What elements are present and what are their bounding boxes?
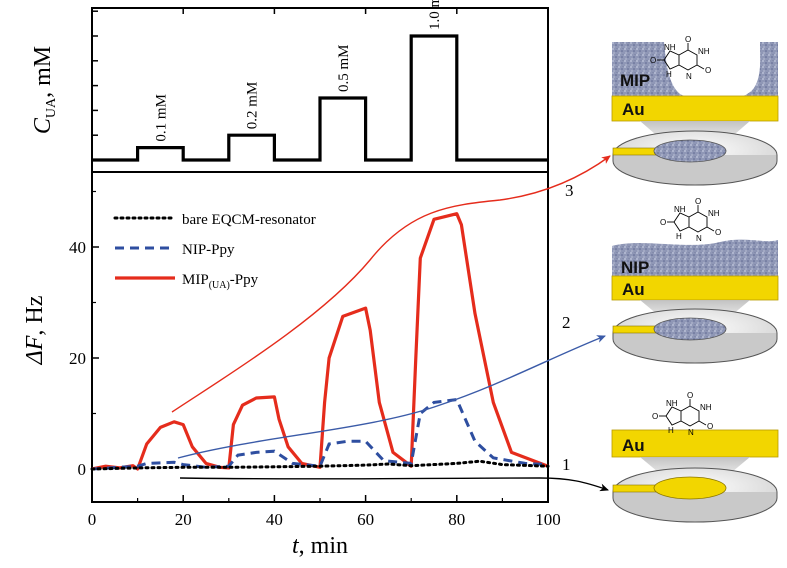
uric-acid-molecule-icon: O O O NH NH H N xyxy=(650,35,711,81)
series-nip-line xyxy=(91,397,549,471)
svg-text:H: H xyxy=(676,232,682,241)
gold-label-middle: Au xyxy=(622,280,645,299)
curve-number-3: 3 xyxy=(565,181,574,200)
gold-layer-middle xyxy=(611,275,779,301)
concentration-step-label: 0.1 mM xyxy=(153,94,169,142)
svg-text:NH: NH xyxy=(708,209,720,218)
svg-text:O: O xyxy=(660,218,666,227)
svg-text:N: N xyxy=(696,234,702,243)
concentration-step-line xyxy=(92,34,548,162)
svg-text:NH: NH xyxy=(700,403,712,412)
legend-nip-label: NIP-Ppy xyxy=(182,242,235,258)
svg-text:H: H xyxy=(668,426,674,435)
svg-text:NH: NH xyxy=(674,205,686,214)
gold-layer-top xyxy=(611,95,779,122)
uric-acid-molecule-icon: O O O NH NH H N xyxy=(652,391,713,437)
series-bare-line xyxy=(90,459,550,471)
arrow-curve-3 xyxy=(171,155,611,413)
svg-text:O: O xyxy=(695,197,701,206)
svg-text:O: O xyxy=(685,35,691,44)
svg-text:NH: NH xyxy=(698,47,710,56)
gold-layer-bottom xyxy=(611,429,779,458)
frequency-panel: 0 20 40 60 80 100 0 20 40 bare EQCM-resonator NI… xyxy=(22,171,561,559)
mip-layer-label: MIP xyxy=(620,71,650,90)
svg-text:O: O xyxy=(650,56,656,65)
x-tick-label: 0 xyxy=(88,510,97,529)
resonator-disk-edge-bottom xyxy=(612,492,778,523)
lead-middle xyxy=(612,325,658,334)
concentration-step-label: 1.0 mM xyxy=(427,0,443,30)
svg-text:O: O xyxy=(687,391,693,400)
concentration-step-labels: 0.1 mM 0.2 mM 0.5 mM 1.0 mM xyxy=(153,0,443,142)
y-tick-label: 40 xyxy=(69,238,86,257)
x-tick-label: 40 xyxy=(266,510,283,529)
nip-layer xyxy=(612,239,778,278)
svg-text:O: O xyxy=(652,412,658,421)
curve-number-1: 1 xyxy=(562,455,571,474)
electrode-spot-middle xyxy=(653,317,727,341)
concentration-step-label: 0.2 mM xyxy=(245,82,261,130)
electrode-spot-top xyxy=(653,139,727,163)
legend-mip-label: MIP(UA)-Ppy xyxy=(182,272,259,291)
uric-acid-molecule-icon: O O O NH NH H N xyxy=(660,197,721,243)
frequency-ticks: 0 20 40 60 80 100 0 20 40 xyxy=(69,190,561,529)
nip-layer-label: NIP xyxy=(621,258,649,277)
svg-text:O: O xyxy=(705,66,711,75)
mip-layer xyxy=(612,42,778,102)
legend-bare-label: bare EQCM-resonator xyxy=(182,212,316,228)
gold-label-bottom: Au xyxy=(622,436,645,455)
concentration-axis-title: CUA, mM xyxy=(30,46,59,134)
svg-text:H: H xyxy=(666,70,672,79)
svg-text:NH: NH xyxy=(664,43,676,52)
svg-text:NH: NH xyxy=(666,399,678,408)
gold-label-top: Au xyxy=(622,100,645,119)
sensor-illustration-mip: MIP Au xyxy=(611,42,779,186)
legend: bare EQCM-resonator NIP-Ppy MIP(UA)-Ppy xyxy=(113,212,316,291)
curve-number-2: 2 xyxy=(562,313,571,332)
x-tick-label: 20 xyxy=(175,510,192,529)
svg-text:O: O xyxy=(715,228,721,237)
concentration-y-ticks xyxy=(91,8,549,161)
frequency-axis-title: ΔF, Hz xyxy=(22,296,48,366)
time-axis-title: t, min xyxy=(292,533,348,559)
electrode-spot-bottom xyxy=(653,476,727,500)
sensor-illustration-nip: NIP Au xyxy=(611,239,779,364)
x-tick-label: 60 xyxy=(357,510,374,529)
svg-text:N: N xyxy=(688,428,694,437)
y-tick-label: 0 xyxy=(78,460,87,479)
svg-text:N: N xyxy=(686,72,692,81)
arrow-curve-2 xyxy=(177,335,606,459)
lead-bottom xyxy=(612,484,658,493)
sensor-illustration-bare: Au xyxy=(611,429,779,523)
x-tick-label: 80 xyxy=(448,510,465,529)
resonator-disk-edge-middle xyxy=(612,333,778,364)
connector-arrows: 3 2 1 xyxy=(171,155,611,492)
concentration-step-label: 0.5 mM xyxy=(336,44,352,92)
concentration-panel: 0.1 mM 0.2 mM 0.5 mM 1.0 mM CUA, mM xyxy=(30,0,549,173)
x-tick-label: 100 xyxy=(535,510,561,529)
y-tick-label: 20 xyxy=(69,349,86,368)
arrow-curve-1 xyxy=(179,477,609,492)
resonator-disk-edge-top xyxy=(612,155,778,186)
series-mip-line xyxy=(91,212,549,471)
lead-top xyxy=(612,147,658,156)
svg-text:O: O xyxy=(707,422,713,431)
